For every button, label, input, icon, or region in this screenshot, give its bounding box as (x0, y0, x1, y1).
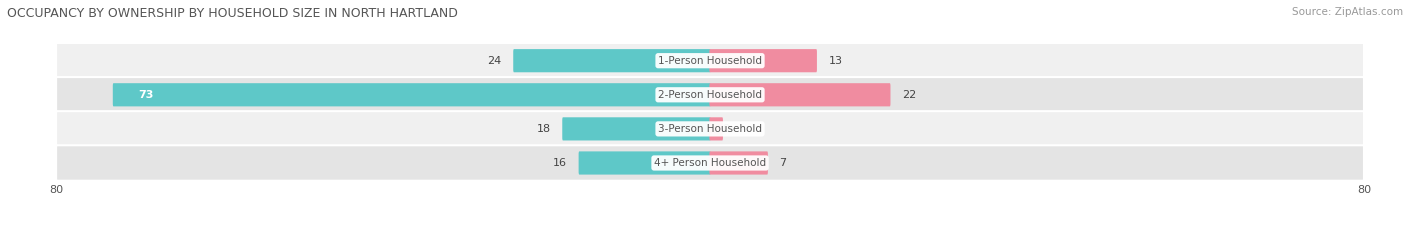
Text: OCCUPANCY BY OWNERSHIP BY HOUSEHOLD SIZE IN NORTH HARTLAND: OCCUPANCY BY OWNERSHIP BY HOUSEHOLD SIZE… (7, 7, 458, 20)
Text: 3-Person Household: 3-Person Household (658, 124, 762, 134)
FancyBboxPatch shape (56, 43, 1364, 79)
FancyBboxPatch shape (579, 151, 710, 175)
Text: 2-Person Household: 2-Person Household (658, 90, 762, 100)
FancyBboxPatch shape (513, 49, 710, 72)
Text: 22: 22 (903, 90, 917, 100)
Text: 4+ Person Household: 4+ Person Household (654, 158, 766, 168)
FancyBboxPatch shape (56, 77, 1364, 113)
FancyBboxPatch shape (562, 117, 710, 140)
FancyBboxPatch shape (56, 145, 1364, 181)
Text: 1-Person Household: 1-Person Household (658, 56, 762, 66)
Text: 13: 13 (828, 56, 842, 66)
Text: 73: 73 (138, 90, 153, 100)
FancyBboxPatch shape (710, 117, 723, 140)
Text: 18: 18 (537, 124, 551, 134)
Text: 0: 0 (723, 124, 730, 134)
Text: 24: 24 (488, 56, 502, 66)
Text: Source: ZipAtlas.com: Source: ZipAtlas.com (1292, 7, 1403, 17)
FancyBboxPatch shape (710, 83, 890, 106)
FancyBboxPatch shape (56, 111, 1364, 147)
Text: 16: 16 (553, 158, 567, 168)
FancyBboxPatch shape (710, 151, 768, 175)
Text: 7: 7 (779, 158, 786, 168)
FancyBboxPatch shape (112, 83, 710, 106)
FancyBboxPatch shape (710, 49, 817, 72)
